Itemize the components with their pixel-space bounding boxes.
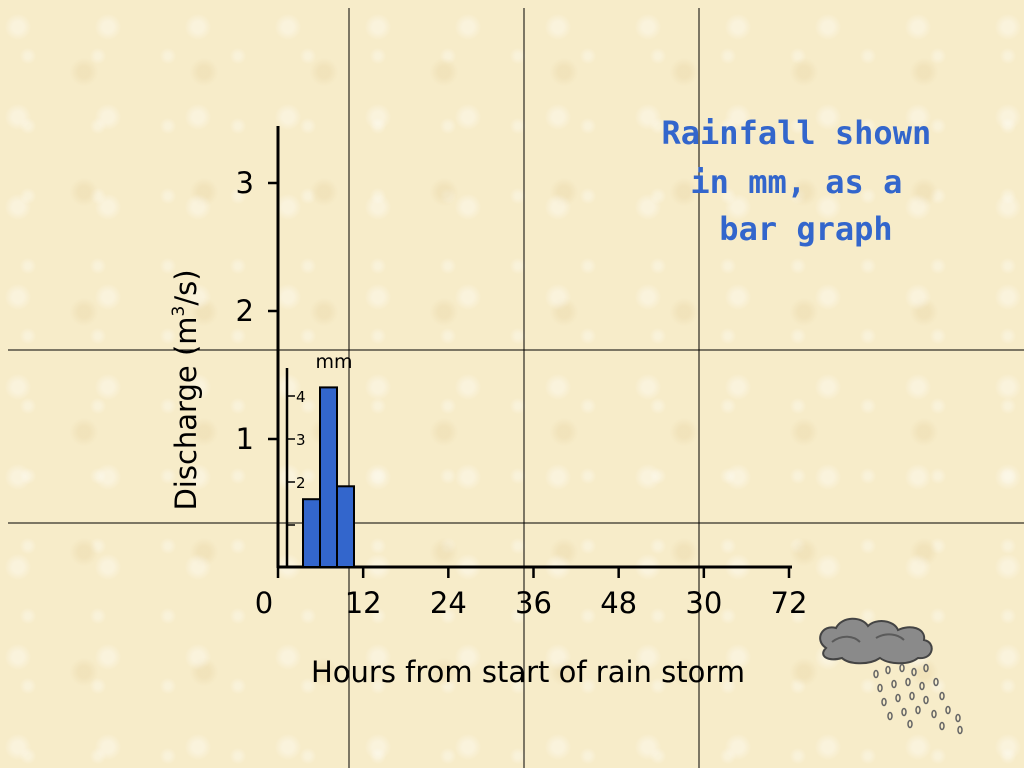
rainfall-bar	[336, 485, 355, 568]
rainfall-y-tick-label: 2	[296, 474, 306, 492]
layout-grid	[8, 8, 1024, 768]
rainfall-bar	[302, 498, 321, 569]
y-axis-label: Discharge (m3/s)	[169, 269, 203, 510]
y-axis-label-sup: 3	[169, 306, 189, 317]
title-line-3: bar graph	[719, 210, 892, 248]
chart-title: Rainfall shown in mm, as a bar graph	[662, 114, 951, 248]
y-axis-label-main: Discharge (m	[169, 316, 203, 510]
x-tick-label: 36	[515, 586, 552, 620]
x-tick-label: 72	[771, 586, 808, 620]
x-tick-label: 0	[255, 586, 273, 620]
rainfall-y-tick-label: 4	[296, 388, 306, 406]
title-line-2: in mm, as a	[690, 163, 902, 201]
rain-cloud-icon	[819, 617, 963, 735]
y-tick-label: 1	[236, 422, 254, 456]
title-line-1: Rainfall shown	[662, 114, 932, 152]
x-tick-label: 48	[600, 586, 637, 620]
x-tick-label: 12	[345, 586, 382, 620]
y-tick-label: 2	[236, 294, 254, 328]
rainfall-inset: 2 3 4	[285, 368, 355, 569]
x-tick-label: 30	[685, 586, 722, 620]
rainfall-bar	[319, 386, 338, 568]
rainfall-unit-label: mm	[315, 351, 352, 373]
x-axis-label: Hours from start of rain storm	[311, 655, 745, 689]
y-tick-label: 3	[236, 166, 254, 200]
rainfall-y-tick-label: 3	[296, 431, 306, 449]
y-axis-label-end: /s)	[169, 269, 203, 305]
x-tick-label: 24	[430, 586, 467, 620]
